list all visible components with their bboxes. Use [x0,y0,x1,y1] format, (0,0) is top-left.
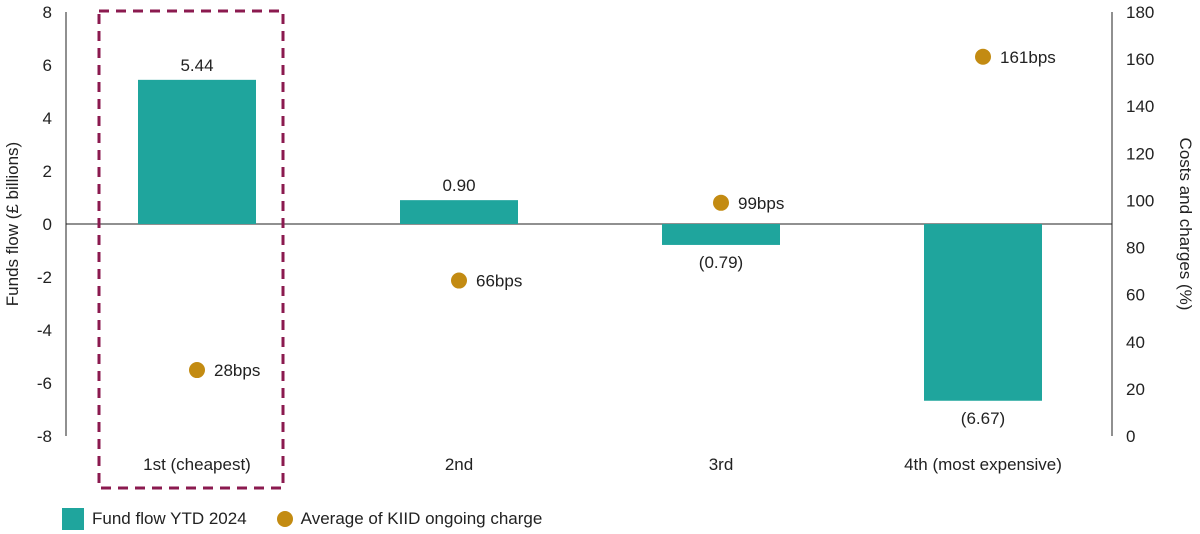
y2-tick-label: 60 [1126,286,1145,305]
y2-tick-label: 120 [1126,144,1154,163]
y2-tick-label: 140 [1126,97,1154,116]
legend-swatch-bar [62,508,84,530]
y-tick-label: -2 [37,268,52,287]
bar-value-label: 0.90 [442,176,475,195]
bar [400,200,518,224]
dot-value-label: 161bps [1000,48,1056,67]
y2-tick-label: 40 [1126,333,1145,352]
dot-value-label: 28bps [214,361,260,380]
bar-value-label: 5.44 [180,56,213,75]
bar [138,79,256,224]
dot-value-label: 99bps [738,194,784,213]
legend-swatch-dot [276,511,293,527]
y-tick-label: -4 [37,321,52,340]
highlight-box [97,9,285,490]
y2-axis-title: Costs and charges (%) [1176,138,1195,311]
y-tick-label: 2 [43,162,52,181]
y2-tick-label: 160 [1126,50,1154,69]
y-tick-label: 0 [43,215,52,234]
dot [189,362,205,379]
x-tick-label: 4th (most expensive) [904,455,1062,474]
dot [451,272,467,289]
y-tick-label: 4 [43,109,52,128]
legend-item-kiid: Average of KIID ongoing charge [276,509,543,529]
y-tick-label: -6 [37,374,52,393]
y-tick-label: 8 [43,3,52,22]
dot [975,48,991,65]
y2-tick-label: 180 [1126,3,1154,22]
y2-tick-label: 100 [1126,191,1154,210]
x-tick-label: 1st (cheapest) [143,455,251,474]
y-tick-label: -8 [37,427,52,446]
legend-label-kiid: Average of KIID ongoing charge [300,509,543,528]
y2-tick-label: 20 [1126,380,1145,399]
legend-label-fund-flow: Fund flow YTD 2024 [92,509,247,528]
y2-tick-label: 80 [1126,239,1145,258]
bar [662,224,780,245]
x-tick-label: 2nd [445,455,473,474]
bar-value-label: (0.79) [699,253,743,272]
bar [924,224,1042,401]
dot [713,194,729,211]
legend: Fund flow YTD 2024 Average of KIID ongoi… [62,508,572,530]
y-tick-label: 6 [43,56,52,75]
x-tick-label: 3rd [709,455,734,474]
dot-value-label: 66bps [476,272,522,291]
y2-tick-label: 0 [1126,427,1135,446]
legend-item-fund-flow: Fund flow YTD 2024 [62,508,247,530]
y-axis-title: Funds flow (£ billions) [3,142,22,306]
bar-value-label: (6.67) [961,409,1005,428]
